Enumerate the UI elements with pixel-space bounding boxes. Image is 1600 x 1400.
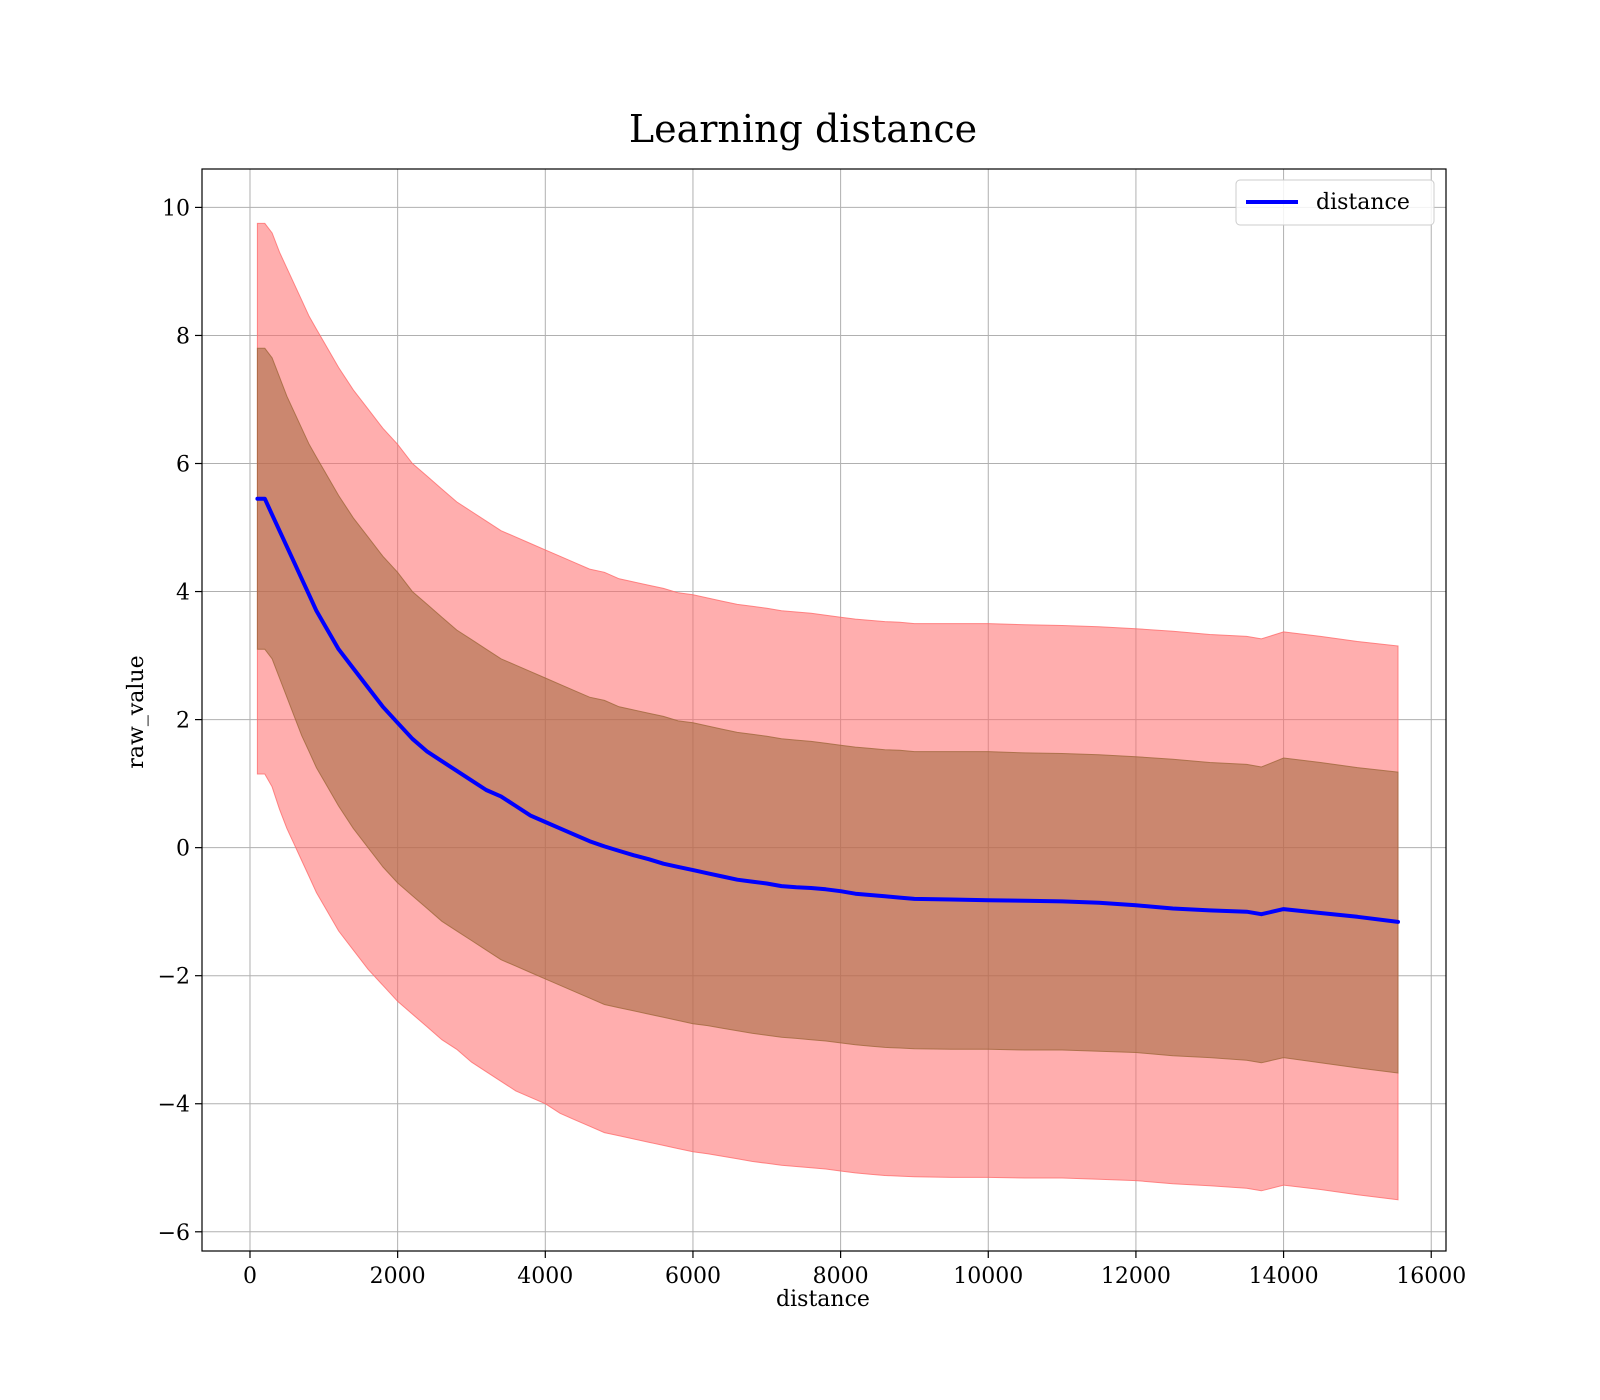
x-tick-label: 0 — [243, 1264, 257, 1289]
y-tick-label: 4 — [176, 581, 190, 606]
y-tick-label: −2 — [158, 965, 190, 990]
y-tick-label: 6 — [176, 453, 190, 478]
legend-label-distance: distance — [1316, 190, 1410, 215]
chart-title: Learning distance — [629, 107, 977, 151]
x-axis-ticks: 0 2000 4000 6000 8000 10000 12000 14000 16000 — [243, 1251, 1466, 1289]
plot-frame — [201, 168, 1447, 1252]
series-line-distance — [255, 496, 1400, 924]
legend: distance — [1235, 179, 1435, 226]
y-tick-label: 10 — [162, 196, 190, 221]
x-axis-label: distance — [776, 1287, 870, 1312]
x-tick-label: 12000 — [1101, 1264, 1171, 1289]
y-tick-label: 2 — [176, 709, 190, 734]
x-tick-label: 8000 — [813, 1264, 869, 1289]
inner-std-band — [256, 347, 1399, 1074]
x-tick-label: 4000 — [517, 1264, 573, 1289]
y-axis-label: raw_value — [124, 655, 149, 768]
y-tick-label: −4 — [158, 1093, 190, 1118]
x-tick-label: 16000 — [1396, 1264, 1466, 1289]
y-tick-label: 8 — [176, 324, 190, 349]
band-layer — [256, 222, 1399, 1201]
x-tick-label: 6000 — [665, 1264, 721, 1289]
legend-box — [1235, 179, 1435, 226]
y-axis-ticks: −6 −4 −2 0 2 4 6 8 10 — [158, 196, 202, 1246]
line-layer — [255, 496, 1400, 924]
x-tick-label: 2000 — [370, 1264, 426, 1289]
y-tick-label: 0 — [176, 837, 190, 862]
y-tick-label: −6 — [158, 1221, 190, 1246]
x-tick-label: 14000 — [1249, 1264, 1319, 1289]
x-tick-label: 10000 — [953, 1264, 1023, 1289]
